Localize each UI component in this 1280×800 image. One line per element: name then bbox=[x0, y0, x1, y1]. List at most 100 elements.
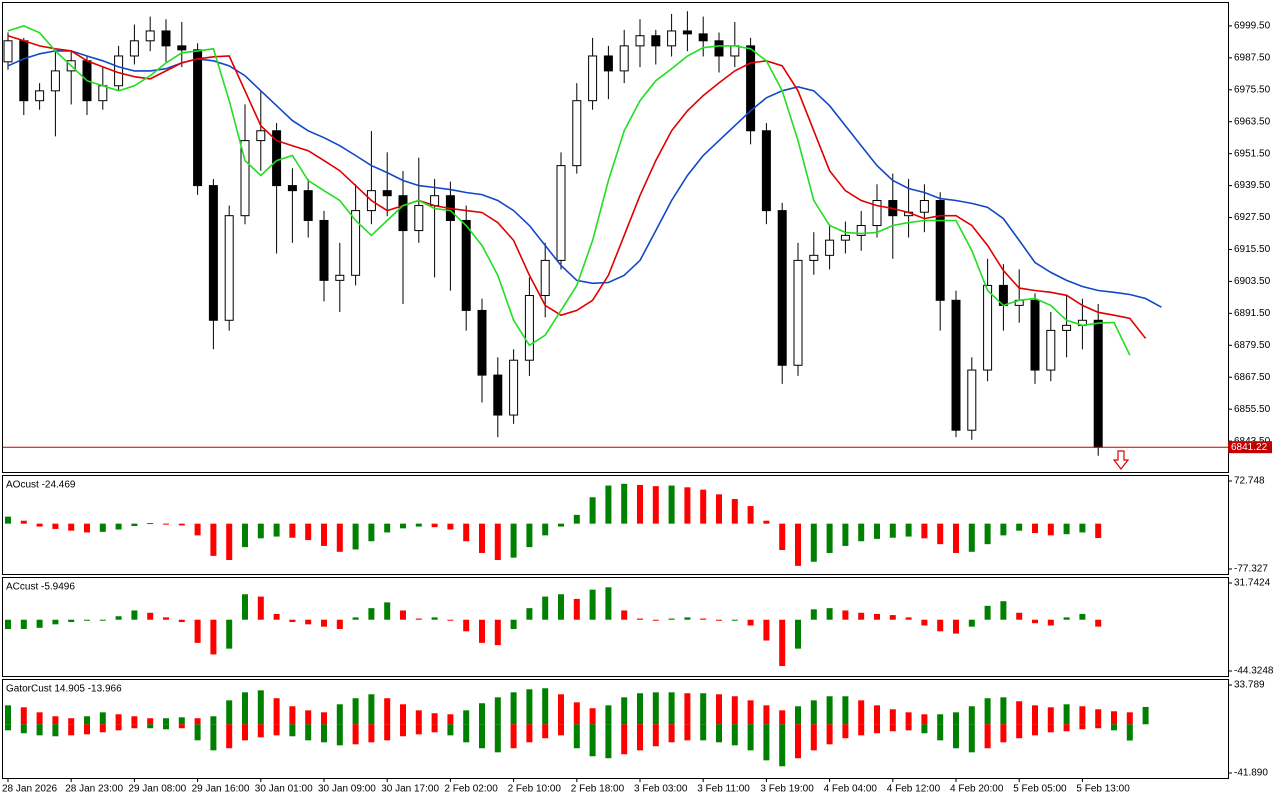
candle-body bbox=[777, 210, 787, 366]
candle-body bbox=[1046, 329, 1056, 371]
histogram-bar bbox=[984, 523, 991, 545]
candle-body bbox=[287, 185, 297, 192]
gator-bar bbox=[52, 724, 59, 737]
candle-body bbox=[793, 259, 803, 366]
histogram-bar bbox=[463, 523, 470, 542]
gator-bar bbox=[20, 707, 27, 725]
gator-bar bbox=[652, 724, 659, 747]
x-tick-label: 30 Jan 09:00 bbox=[318, 784, 376, 795]
candle-body bbox=[335, 274, 345, 281]
x-tick-label: 3 Feb 11:00 bbox=[697, 784, 750, 795]
gator-bar bbox=[874, 705, 880, 725]
histogram-bar bbox=[1095, 619, 1102, 627]
gator-bar bbox=[494, 724, 501, 753]
gator-bar bbox=[368, 694, 375, 725]
histogram-bar bbox=[336, 619, 343, 629]
gator-bar bbox=[937, 714, 944, 725]
histogram-bar bbox=[937, 619, 944, 632]
histogram-bar bbox=[305, 619, 312, 625]
gator-bar bbox=[763, 705, 770, 725]
gator-bar bbox=[605, 705, 612, 725]
histogram-bar bbox=[352, 523, 359, 550]
gator-bar bbox=[558, 724, 564, 736]
gator-bar bbox=[494, 697, 501, 725]
histogram-bar bbox=[510, 523, 517, 558]
candle-body bbox=[761, 130, 771, 212]
price-tag-label: 6841.22 bbox=[1231, 442, 1268, 453]
gator-bar bbox=[953, 724, 959, 749]
candle-body bbox=[398, 195, 408, 232]
price-tag bbox=[1228, 441, 1272, 454]
gator-bar bbox=[1095, 724, 1102, 729]
candle-body bbox=[224, 215, 234, 321]
gator-bar bbox=[858, 724, 865, 736]
histogram-bar bbox=[415, 618, 422, 620]
gator-bar bbox=[605, 724, 612, 759]
x-tick-label: 28 Jan 2026 bbox=[2, 784, 57, 795]
gator-bar bbox=[178, 717, 185, 725]
histogram-bar bbox=[20, 619, 27, 629]
gator-pane bbox=[2, 679, 1229, 779]
y-tick-label: 6903.50 bbox=[1234, 276, 1271, 287]
histogram-bar bbox=[52, 523, 59, 529]
histogram-bar bbox=[1016, 523, 1023, 531]
histogram-bar bbox=[447, 619, 454, 621]
y-tick-label: 6855.50 bbox=[1234, 404, 1271, 415]
gator-bar bbox=[1000, 697, 1007, 725]
gator-bar bbox=[242, 724, 248, 741]
gator-bar bbox=[447, 724, 454, 736]
gator-bar bbox=[99, 724, 106, 733]
histogram-bar bbox=[431, 617, 438, 620]
gator-bar bbox=[542, 724, 549, 739]
gator-bar bbox=[131, 724, 138, 729]
gator-bar bbox=[905, 724, 912, 731]
histogram-bar bbox=[637, 618, 643, 620]
histogram-bar bbox=[68, 523, 75, 531]
histogram-bar bbox=[921, 523, 928, 539]
gator-bar bbox=[795, 724, 801, 759]
sell-arrow bbox=[1112, 450, 1130, 470]
gator-bar bbox=[242, 692, 248, 725]
gator-bar bbox=[352, 698, 359, 725]
gator-bar bbox=[273, 724, 280, 736]
histogram-bar bbox=[700, 618, 707, 620]
candle-body bbox=[935, 200, 945, 301]
candle-body bbox=[840, 234, 850, 241]
histogram-bar bbox=[84, 619, 90, 621]
gator-bar bbox=[20, 724, 27, 734]
histogram-bar bbox=[905, 617, 912, 620]
histogram-bar bbox=[1047, 619, 1054, 626]
x-tick-label: 28 Jan 23:00 bbox=[65, 784, 123, 795]
gator-bar bbox=[447, 714, 454, 725]
gator-bar bbox=[637, 724, 643, 751]
gator-bar bbox=[163, 718, 169, 725]
histogram-bar bbox=[810, 523, 817, 562]
y-tick-label: 6939.50 bbox=[1234, 180, 1271, 191]
gator-bar bbox=[1047, 724, 1054, 733]
candle-body bbox=[461, 219, 471, 311]
histogram-bar bbox=[573, 598, 580, 620]
candle-body bbox=[129, 40, 139, 57]
histogram-bar bbox=[795, 619, 801, 649]
x-tick-label: 4 Feb 12:00 bbox=[887, 784, 941, 795]
candle-body bbox=[983, 284, 993, 371]
gator-bar bbox=[194, 718, 201, 725]
candle-body bbox=[540, 259, 550, 297]
gator-bar bbox=[226, 724, 233, 749]
gator-bar bbox=[1142, 706, 1149, 725]
gator-bar bbox=[178, 724, 185, 729]
gator-bar bbox=[1126, 712, 1133, 725]
x-tick-label: 3 Feb 03:00 bbox=[634, 784, 688, 795]
histogram-bar bbox=[131, 523, 138, 526]
histogram-bar bbox=[905, 523, 912, 537]
histogram-bar bbox=[921, 619, 928, 626]
gator-bar bbox=[415, 724, 422, 735]
gator-bar bbox=[510, 724, 517, 749]
histogram-bar bbox=[763, 619, 770, 641]
histogram-bar bbox=[747, 619, 754, 626]
gator-bar bbox=[810, 700, 817, 725]
gator-bar bbox=[526, 724, 533, 743]
histogram-bar bbox=[558, 523, 564, 527]
